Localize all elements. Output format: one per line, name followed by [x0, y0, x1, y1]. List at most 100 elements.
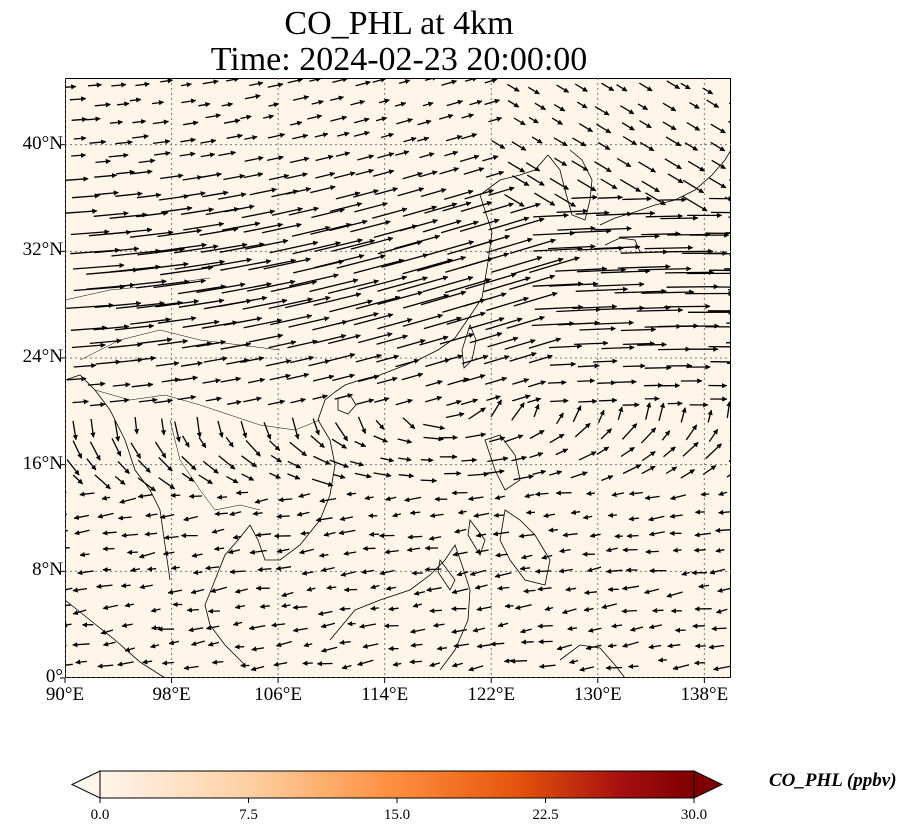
wind-vector [504, 603, 514, 609]
wind-vector [425, 240, 475, 257]
map-title: CO_PHL at 4km [284, 5, 514, 42]
wind-vector [357, 154, 375, 161]
wind-vector [183, 120, 199, 126]
lon-tick-label: 106°E [254, 684, 302, 705]
wind-vector [570, 509, 581, 515]
wind-vector [636, 307, 684, 313]
wind-vector [289, 156, 310, 164]
wind-vector [465, 272, 517, 290]
colorbar-tick-label: 7.5 [239, 807, 258, 823]
wind-vector [178, 284, 227, 295]
wind-vector [65, 547, 70, 549]
wind-vector [506, 315, 545, 329]
wind-vector [154, 398, 174, 404]
wind-vector [108, 152, 129, 158]
wind-vector [417, 136, 430, 142]
wind-vector [577, 363, 600, 369]
wind-vector [124, 647, 135, 653]
wind-vector [486, 469, 505, 475]
wind-vector [504, 338, 536, 350]
wind-vector [130, 567, 141, 573]
wind-vector [412, 602, 422, 608]
wind-vector [576, 267, 627, 273]
wind-vector [593, 225, 632, 232]
wind-vector [130, 97, 142, 103]
wind-vector [464, 189, 494, 200]
wind-vector [198, 437, 207, 449]
wind-vector [117, 279, 167, 288]
wind-vector [350, 99, 366, 106]
wind-vector [269, 240, 319, 254]
wind-vector [311, 207, 346, 219]
wind-vector [178, 298, 225, 308]
lat-tick-label: 24°N [22, 346, 63, 367]
wind-vector [680, 82, 691, 90]
wind-vector [243, 318, 283, 329]
wind-vector [136, 279, 190, 289]
wind-vector [589, 532, 601, 538]
wind-vector [355, 80, 371, 87]
wind-vector [682, 195, 708, 212]
wind-vector [223, 118, 241, 124]
wind-vector [529, 452, 544, 459]
wind-vector [160, 205, 193, 213]
wind-vector [296, 511, 310, 517]
wind-vector [672, 547, 682, 553]
wind-vector [661, 430, 671, 441]
wind-vector [627, 663, 639, 670]
wind-vector [422, 219, 462, 233]
wind-vector [572, 405, 582, 423]
wind-vector [291, 417, 300, 440]
wind-vector [486, 237, 533, 254]
wind-vector [459, 154, 480, 163]
wind-vector [333, 171, 356, 179]
wind-vector [439, 113, 454, 120]
wind-vector [628, 490, 643, 497]
wind-vector [214, 511, 228, 517]
wind-vector [419, 335, 449, 346]
wind-vector [289, 120, 303, 126]
wind-vector [263, 421, 272, 440]
wind-vector [89, 338, 122, 345]
wind-vector [395, 358, 420, 368]
lat-tick-label: 32°N [22, 239, 63, 261]
wind-vector [534, 491, 549, 497]
wind-vector [497, 622, 509, 628]
wind-vector [161, 660, 175, 666]
wind-vector [710, 286, 731, 288]
wind-vector [711, 626, 727, 632]
wind-vector [605, 547, 618, 553]
wind-vector [664, 269, 715, 275]
wind-vector [576, 101, 588, 109]
wind-vector [373, 472, 392, 478]
wind-vector [188, 493, 202, 499]
wind-vector [594, 106, 610, 116]
wind-vector [648, 531, 665, 537]
wind-vector [377, 290, 424, 306]
wind-vector [525, 162, 541, 172]
wind-vector [482, 155, 499, 162]
wind-vector [487, 336, 519, 348]
wind-vector [312, 394, 328, 400]
wind-vector [303, 642, 313, 648]
wind-vector [121, 532, 139, 538]
wind-vector [205, 113, 222, 119]
wind-vector [332, 373, 356, 382]
wind-vector [79, 491, 95, 497]
wind-vector [115, 139, 133, 145]
wind-vector [244, 135, 258, 141]
wind-vector [377, 276, 429, 292]
wind-vector [420, 477, 438, 484]
wind-vector [115, 191, 143, 197]
wind-vector [354, 201, 388, 213]
wind-vector [318, 552, 329, 558]
wind-vector [298, 548, 314, 555]
wind-vector [417, 119, 432, 126]
wind-vector [460, 398, 479, 406]
wind-vector [579, 326, 617, 332]
wind-vector [397, 187, 425, 197]
wind-vector [548, 527, 558, 533]
wind-vector [234, 604, 246, 610]
wind-vector [728, 458, 731, 463]
wind-vector [475, 548, 489, 555]
